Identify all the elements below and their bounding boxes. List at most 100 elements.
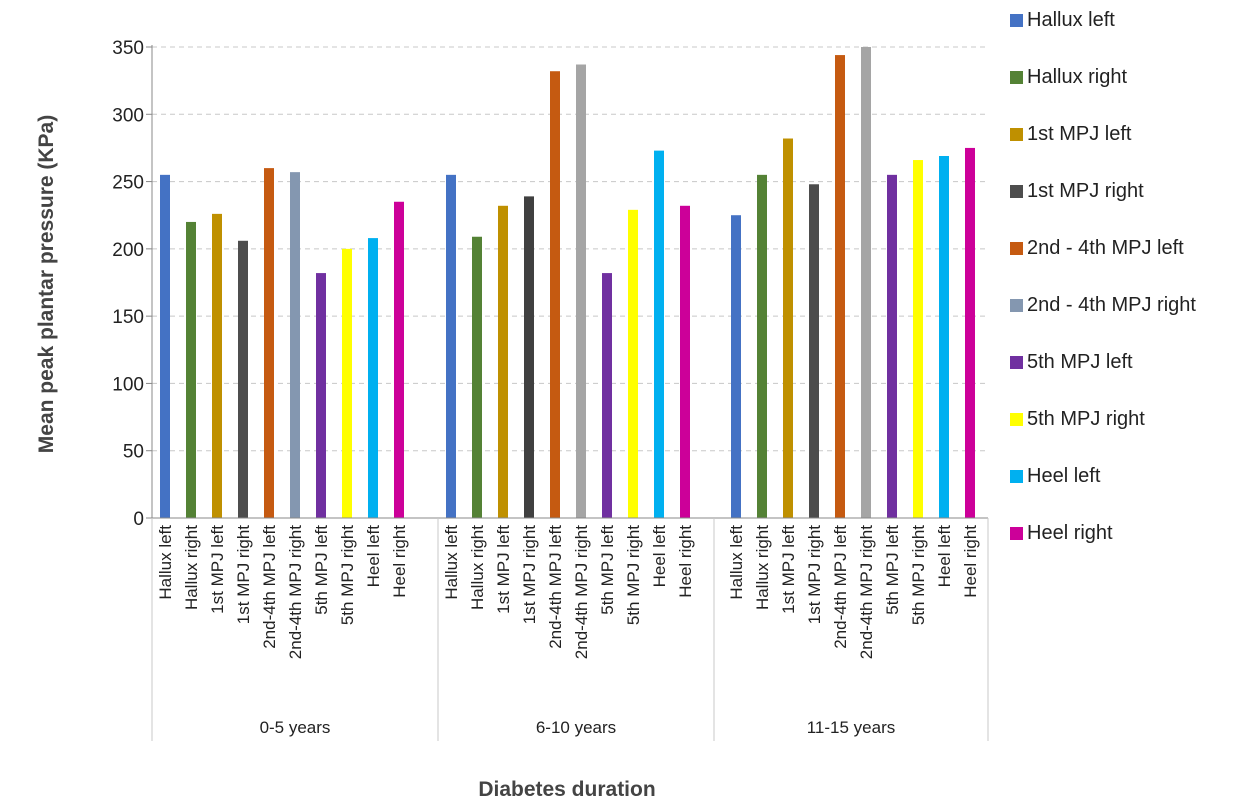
category-label: 2nd-4th MPJ right xyxy=(572,525,591,659)
bar xyxy=(342,248,352,518)
bar xyxy=(186,221,196,518)
axes xyxy=(146,45,989,741)
category-label: 5th MPJ right xyxy=(909,525,928,625)
category-label: 1st MPJ left xyxy=(494,525,513,614)
legend-label: Hallux left xyxy=(1027,8,1115,31)
category-label: Heel left xyxy=(364,525,383,588)
bar xyxy=(316,273,326,518)
category-label: Hallux left xyxy=(156,525,175,600)
category-label: 2nd-4th MPJ left xyxy=(546,525,565,649)
category-label: Hallux right xyxy=(468,525,487,610)
category-label: Heel right xyxy=(961,525,980,598)
bars xyxy=(160,47,975,519)
bar xyxy=(628,209,638,518)
group-label: 11-15 years xyxy=(807,718,896,737)
axis-labels: 0 50 100 150 200 250 300 350 Hallux left Hallux r… xyxy=(112,38,980,737)
legend-item: 1st MPJ left xyxy=(1010,122,1131,146)
legend-label: 1st MPJ left xyxy=(1027,122,1132,145)
bar xyxy=(861,47,871,518)
bar xyxy=(524,196,534,519)
bar xyxy=(290,172,300,518)
category-label: 1st MPJ right xyxy=(805,525,824,624)
legend-item: 5th MPJ right xyxy=(1010,407,1145,431)
legend-item: 2nd - 4th MPJ left xyxy=(1010,236,1184,260)
category-label: 2nd-4th MPJ right xyxy=(286,525,305,659)
bar xyxy=(887,174,897,519)
legend-label: 5th MPJ right xyxy=(1027,407,1145,430)
y-tick-label: 250 xyxy=(112,173,144,194)
legend-swatch xyxy=(1010,526,1023,540)
legend-swatch xyxy=(1010,127,1023,141)
legend-item: 5th MPJ left xyxy=(1010,350,1133,374)
legend-label: Heel right xyxy=(1027,521,1113,544)
bar xyxy=(212,213,222,518)
legend-item: 2nd - 4th MPJ right xyxy=(1010,293,1196,317)
y-tick-label: 50 xyxy=(123,442,144,463)
legend-swatch xyxy=(1010,241,1023,255)
category-label: 1st MPJ right xyxy=(520,525,539,624)
legend-label: Heel left xyxy=(1027,464,1101,487)
legend-swatch xyxy=(1010,184,1023,198)
category-label: Hallux left xyxy=(727,525,746,600)
category-label: 2nd-4th MPJ right xyxy=(857,525,876,659)
legend-label: Hallux right xyxy=(1027,65,1128,88)
category-label: 5th MPJ left xyxy=(312,525,331,615)
legend-item: Hallux left xyxy=(1010,8,1115,32)
bar xyxy=(160,174,170,519)
bar xyxy=(680,205,690,518)
y-axis-title: Mean peak plantar pressure (KPa) xyxy=(35,115,58,453)
x-axis-title: Diabetes duration xyxy=(478,778,655,801)
legend-swatch xyxy=(1010,412,1023,426)
legend-swatch xyxy=(1010,70,1023,84)
category-label: 5th MPJ left xyxy=(883,525,902,615)
y-tick-label: 0 xyxy=(133,509,144,530)
category-label: 1st MPJ left xyxy=(208,525,227,614)
bar xyxy=(550,71,560,519)
bar xyxy=(446,174,456,519)
category-label: Hallux right xyxy=(753,525,772,610)
legend-label: 2nd - 4th MPJ left xyxy=(1027,236,1184,259)
bar xyxy=(835,55,845,519)
bar xyxy=(939,156,949,518)
legend-swatch xyxy=(1010,13,1023,27)
legend-item: Heel right xyxy=(1010,521,1113,545)
category-label: Heel left xyxy=(935,525,954,588)
y-tick-label: 300 xyxy=(112,105,144,126)
legend-swatch xyxy=(1010,355,1023,369)
legend-swatch xyxy=(1010,298,1023,312)
category-label: 5th MPJ left xyxy=(598,525,617,615)
category-label: Heel right xyxy=(390,525,409,598)
legend-label: 5th MPJ left xyxy=(1027,350,1133,373)
legend-swatch xyxy=(1010,469,1023,483)
bar xyxy=(913,160,923,519)
bar xyxy=(368,238,378,518)
legend-label: 2nd - 4th MPJ right xyxy=(1027,293,1196,316)
bar xyxy=(757,174,767,519)
category-label: Hallux right xyxy=(182,525,201,610)
bar xyxy=(394,201,404,518)
category-label: 2nd-4th MPJ left xyxy=(260,525,279,649)
y-tick-label: 150 xyxy=(112,307,144,328)
bar xyxy=(264,168,274,518)
category-label: 5th MPJ right xyxy=(338,525,357,625)
y-tick-label: 350 xyxy=(112,38,144,59)
bar xyxy=(498,205,508,518)
legend-item: Hallux right xyxy=(1010,65,1127,89)
bar xyxy=(238,240,248,519)
bar xyxy=(783,138,793,518)
category-label: Hallux left xyxy=(442,525,461,600)
legend-item: 1st MPJ right xyxy=(1010,179,1144,203)
category-label: 1st MPJ right xyxy=(234,525,253,624)
bar xyxy=(602,273,612,518)
bar xyxy=(654,150,664,518)
bar xyxy=(576,64,586,518)
legend-item: Heel left xyxy=(1010,464,1100,488)
bar xyxy=(472,236,482,518)
category-label: Heel left xyxy=(650,525,669,588)
y-tick-label: 100 xyxy=(112,374,144,395)
group-label: 6-10 years xyxy=(536,718,616,737)
bar xyxy=(731,215,741,518)
category-label: 1st MPJ left xyxy=(779,525,798,614)
category-label: Heel right xyxy=(676,525,695,598)
